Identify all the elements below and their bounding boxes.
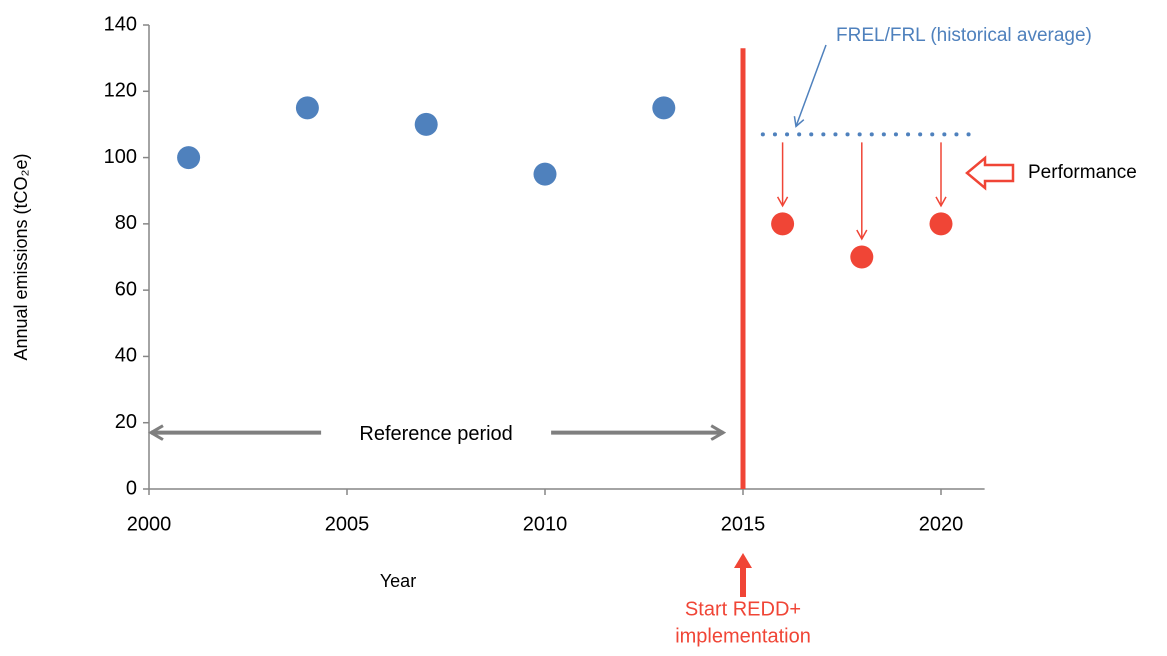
y-tick-label: 140 [104,13,137,35]
x-tick-label: 2020 [919,513,964,535]
x-tick-label: 2010 [523,513,568,535]
performance-arrow [965,155,1015,191]
x-tick-label: 2015 [721,513,766,535]
implementation-label: Start REDD+ [685,598,801,620]
y-tick-label: 20 [115,411,137,433]
point [414,112,438,136]
y-axis-label: Annual emissions (tCO₂e) [11,153,31,360]
point [771,212,795,236]
implementation-arrow [734,553,752,597]
y-tick-label: 0 [126,477,137,499]
y-tick-label: 40 [115,345,137,367]
performance-label: Performance [1028,162,1137,183]
point [850,245,874,269]
y-tick-label: 100 [104,146,137,168]
y-tick-label: 60 [115,278,137,300]
y-tick-label: 80 [115,212,137,234]
point [929,212,953,236]
point [533,162,557,186]
reference-period-label: Reference period [359,423,512,445]
reference-line-pointer [793,44,827,128]
x-tick-label: 2005 [325,513,370,535]
point [295,96,319,120]
point [652,96,676,120]
reference-line-label: FREL/FRL (historical average) [836,25,1092,46]
x-tick-label: 2000 [127,513,172,535]
x-axis-label: Year [380,571,416,591]
y-tick-label: 120 [104,80,137,102]
point [177,146,201,170]
implementation-label: implementation [675,625,811,647]
